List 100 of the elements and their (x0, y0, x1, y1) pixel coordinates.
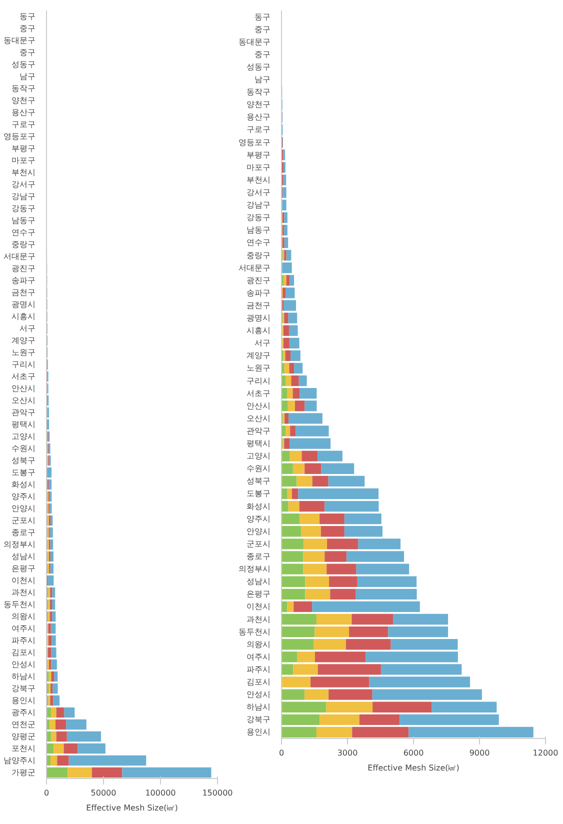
y-tick-label: 강서구 (246, 188, 270, 197)
y-tick-label: 광명시 (12, 300, 36, 309)
y-tick-label: 계양구 (12, 336, 36, 345)
y-tick-label: 화성시 (12, 480, 36, 489)
x-tick-label: 12000 (532, 748, 558, 758)
y-tick-label: 관악구 (12, 408, 36, 417)
y-tick-label: 동구 (20, 12, 36, 21)
y-tick-label: 광주시 (12, 708, 36, 717)
y-tick-label: 안양시 (246, 526, 270, 536)
x-tick-label: 9000 (469, 748, 490, 758)
y-tick-label: 강남구 (246, 200, 270, 210)
y-tick-label: 중구 (20, 24, 36, 33)
y-tick-label: 연수구 (12, 228, 36, 237)
y-tick-label: 도봉구 (12, 468, 36, 477)
y-tick-label: 용산구 (12, 108, 36, 117)
x-tick-label: 0 (278, 748, 284, 758)
y-tick-label: 마포구 (12, 156, 36, 165)
y-tick-label: 송파구 (12, 276, 36, 285)
y-tick-label: 동두천시 (238, 627, 270, 636)
y-tick-label: 종로구 (246, 552, 270, 561)
y-tick-label: 동구 (254, 12, 270, 22)
x-axis-title: Effective Mesh Size(㎢) (86, 804, 178, 812)
y-tick-label: 과천시 (246, 614, 270, 624)
y-tick-label: 금천구 (246, 300, 270, 310)
y-tick-label: 용인시 (12, 696, 36, 705)
y-tick-label: 시흥시 (12, 312, 36, 321)
y-tick-label: 의정부시 (238, 564, 270, 574)
y-tick-label: 군포시 (12, 516, 36, 525)
y-tick-label: 영등포구 (238, 138, 270, 147)
y-tick-label: 의정부시 (4, 540, 36, 549)
x-tick-label: 6000 (403, 748, 424, 758)
y-tick-label: 부천시 (12, 168, 36, 177)
y-tick-label: 화성시 (246, 502, 270, 511)
y-tick-label: 서초구 (246, 388, 270, 398)
y-tick-label: 은평구 (246, 590, 270, 599)
y-tick-label: 용산구 (246, 112, 270, 122)
y-tick-label: 관악구 (246, 426, 270, 436)
y-tick-label: 강서구 (12, 180, 36, 189)
y-tick-label: 양천구 (12, 96, 36, 105)
y-tick-label: 서대문구 (4, 252, 36, 261)
y-tick-label: 이천시 (246, 602, 270, 612)
y-tick-label: 안산시 (246, 401, 270, 410)
y-tick-label: 광진구 (12, 264, 36, 273)
y-tick-label: 노원구 (12, 348, 36, 357)
y-tick-label: 금천구 (12, 288, 36, 297)
y-tick-label: 남동구 (12, 216, 36, 225)
x-tick-label: 50000 (90, 788, 116, 798)
y-tick-label: 양주시 (246, 514, 270, 524)
y-tick-label: 성북구 (12, 456, 36, 465)
y-tick-label: 군포시 (246, 539, 270, 548)
x-tick-label: 3000 (337, 748, 358, 758)
x-tick-label: 150000 (202, 788, 233, 798)
y-tick-label: 고양시 (12, 432, 36, 441)
y-tick-label: 수원시 (12, 444, 36, 453)
y-tick-label: 양평군 (12, 732, 36, 741)
y-tick-label: 강동구 (12, 204, 36, 213)
y-tick-label: 부평구 (12, 144, 36, 153)
y-tick-label: 중구 (20, 48, 36, 57)
y-tick-label: 남구 (254, 75, 270, 84)
y-tick-label: 동대문구 (238, 37, 270, 46)
x-tick-label: 100000 (145, 788, 176, 798)
y-tick-label: 성동구 (246, 62, 270, 72)
y-tick-label: 서구 (20, 324, 36, 333)
y-tick-label: 안성시 (12, 660, 36, 669)
y-tick-label: 시흥시 (246, 326, 270, 336)
y-tick-label: 과천시 (12, 588, 36, 597)
y-tick-label: 성동구 (12, 60, 36, 69)
y-tick-label: 도봉구 (246, 489, 270, 498)
y-tick-label: 성남시 (12, 552, 36, 561)
y-tick-label: 계양구 (246, 351, 270, 360)
y-tick-label: 구로구 (12, 120, 36, 129)
y-tick-label: 송파구 (246, 288, 270, 298)
y-tick-label: 동작구 (246, 88, 270, 97)
y-tick-label: 양주시 (12, 492, 36, 501)
y-tick-label: 안양시 (12, 504, 36, 513)
y-tick-label: 김포시 (12, 648, 36, 657)
y-tick-label: 부평구 (246, 150, 270, 160)
y-tick-label: 평택시 (246, 439, 270, 448)
y-tick-label: 안성시 (246, 690, 270, 700)
y-tick-label: 광진구 (246, 276, 270, 285)
y-tick-label: 가평군 (12, 768, 36, 777)
y-tick-label: 평택시 (12, 420, 36, 429)
x-axis-title: Effective Mesh Size(㎢) (368, 764, 460, 772)
y-tick-label: 하남시 (246, 702, 270, 712)
y-tick-label: 구리시 (246, 376, 270, 386)
y-tick-label: 김포시 (246, 678, 270, 687)
y-tick-label: 수원시 (246, 464, 270, 474)
y-tick-label: 여주시 (12, 624, 36, 633)
y-tick-label: 부천시 (246, 175, 270, 184)
y-tick-label: 동작구 (12, 84, 36, 93)
y-tick-label: 서대문구 (238, 263, 270, 272)
y-tick-label: 중랑구 (246, 250, 270, 260)
y-tick-label: 의왕시 (246, 640, 270, 649)
y-tick-label: 구리시 (12, 360, 36, 369)
y-tick-label: 남구 (20, 72, 36, 81)
x-tick-label: 0 (44, 788, 50, 798)
y-tick-label: 동대문구 (4, 36, 36, 45)
y-tick-label: 성북구 (246, 476, 270, 486)
y-tick-label: 동두천시 (4, 600, 36, 609)
y-tick-label: 마포구 (246, 162, 270, 172)
